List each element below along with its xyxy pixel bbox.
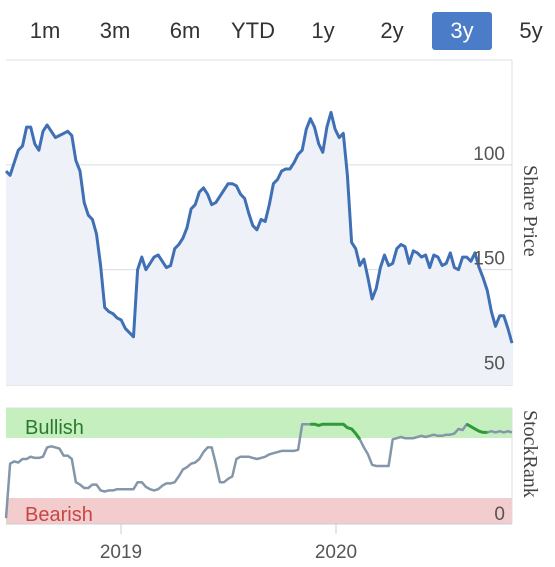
tab-1y[interactable]: 1y	[311, 18, 335, 43]
share-price-line	[4, 110, 514, 344]
stockrank-line	[4, 422, 513, 519]
bearish-label: Bearish	[25, 504, 93, 526]
tab-ytd[interactable]: YTD	[231, 18, 275, 43]
stockrank-highlight-segments	[310, 422, 488, 441]
tab-3y[interactable]: 3y	[432, 12, 492, 50]
share-price-axis-title: Share Price	[519, 165, 541, 257]
x-tick-label-2020: 2020	[315, 542, 357, 563]
bearish-band	[6, 498, 512, 524]
stockrank-axis-title: StockRank	[519, 410, 541, 498]
y-tick-50: 50	[484, 354, 505, 375]
stockrank-zero-tick: 0	[494, 504, 505, 525]
y-tick-150: 100	[473, 144, 505, 165]
stockrank-highlight-segment	[465, 422, 488, 434]
tab-5y[interactable]: 5y	[519, 18, 543, 43]
tab-3m[interactable]: 3m	[99, 18, 131, 43]
range-tabs: 1m 3m 6m YTD 1y 2y 3y 5y	[0, 8, 555, 54]
tab-1m[interactable]: 1m	[29, 18, 61, 43]
bullish-band	[6, 408, 512, 438]
y-tick-100: 150	[473, 249, 505, 270]
stockrank-highlight-segment	[310, 422, 362, 441]
x-tick-label-2019: 2019	[100, 542, 142, 563]
bullish-label: Bullish	[25, 417, 84, 439]
tab-2y[interactable]: 2y	[380, 18, 404, 43]
tab-6m[interactable]: 6m	[169, 18, 201, 43]
share-price-area	[6, 112, 512, 386]
